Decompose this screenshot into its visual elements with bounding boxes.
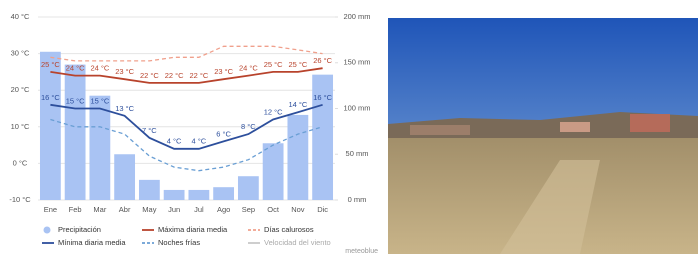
page: -10 °C 0 °C 10 °C 20 °C 30 °C 40 °C 0 mm 50 mm 1… xyxy=(0,0,698,254)
y-tick-label: 0 °C xyxy=(13,158,28,167)
data-label: 24 °C xyxy=(239,64,258,73)
y-tick-label: 40 °C xyxy=(11,12,30,21)
house xyxy=(560,122,590,132)
data-label: 25 °C xyxy=(288,60,307,69)
data-label: 24 °C xyxy=(90,64,109,73)
data-label: 6 °C xyxy=(216,129,231,138)
legend-marker xyxy=(44,227,51,234)
y2-tick-label: 150 mm xyxy=(343,58,370,67)
photo xyxy=(388,18,698,254)
y2-tick-label: 100 mm xyxy=(343,103,370,112)
data-label: 25 °C xyxy=(41,60,60,69)
bar xyxy=(65,65,86,200)
x-tick-label: Dic xyxy=(317,205,328,214)
x-tick-label: Sep xyxy=(242,205,255,214)
legend-label: Máxima diaria media xyxy=(158,225,228,234)
bar xyxy=(213,187,234,200)
data-label: 16 °C xyxy=(313,93,332,102)
house xyxy=(630,114,670,132)
x-tick-label: Ago xyxy=(217,205,230,214)
bar xyxy=(164,190,185,200)
data-label: 15 °C xyxy=(90,96,109,105)
data-label: 23 °C xyxy=(214,67,233,76)
data-label: 4 °C xyxy=(192,137,207,146)
legend-label: Noches frías xyxy=(158,238,200,247)
y2-tick-label: 0 mm xyxy=(348,195,367,204)
x-tick-label: Jun xyxy=(168,205,180,214)
houses xyxy=(410,125,470,135)
y2-tick-label: 50 mm xyxy=(346,149,369,158)
legend-label: Velocidad del viento xyxy=(264,238,331,247)
bar xyxy=(287,115,308,200)
data-label: 14 °C xyxy=(288,100,307,109)
bar xyxy=(238,176,259,200)
watermark: meteoblue xyxy=(345,248,378,254)
bar xyxy=(263,143,284,200)
data-label: 22 °C xyxy=(189,71,208,80)
legend-label: Días calurosos xyxy=(264,225,314,234)
x-tick-label: Jul xyxy=(194,205,204,214)
x-tick-label: Nov xyxy=(291,205,305,214)
data-label: 23 °C xyxy=(115,67,134,76)
bar xyxy=(139,180,160,200)
data-label: 16 °C xyxy=(41,93,60,102)
chart: -10 °C 0 °C 10 °C 20 °C 30 °C 40 °C 0 mm 50 mm 1… xyxy=(9,12,378,254)
x-tick-label: Feb xyxy=(69,205,82,214)
bar xyxy=(114,154,135,200)
y-tick-label: 20 °C xyxy=(11,85,30,94)
data-label: 4 °C xyxy=(167,137,182,146)
data-label: 24 °C xyxy=(66,64,85,73)
y-tick-label: -10 °C xyxy=(9,195,31,204)
x-tick-label: Mar xyxy=(93,205,106,214)
x-tick-label: Ene xyxy=(44,205,57,214)
data-label: 12 °C xyxy=(264,107,283,116)
data-label: 13 °C xyxy=(115,104,134,113)
data-label: 15 °C xyxy=(66,96,85,105)
x-tick-label: Abr xyxy=(119,205,131,214)
data-label: 8 °C xyxy=(241,122,256,131)
y2-tick-label: 200 mm xyxy=(343,12,370,21)
data-label: 22 °C xyxy=(140,71,159,80)
y-tick-label: 10 °C xyxy=(11,122,30,131)
x-tick-label: Oct xyxy=(267,205,280,214)
data-label: 22 °C xyxy=(165,71,184,80)
data-label: 25 °C xyxy=(264,60,283,69)
legend-label: Precipitación xyxy=(58,225,101,234)
data-label: 7 °C xyxy=(142,126,157,135)
legend-label: Mínima diaria media xyxy=(58,238,126,247)
data-label: 26 °C xyxy=(313,56,332,65)
bar xyxy=(188,190,209,200)
y-tick-label: 30 °C xyxy=(11,49,30,58)
bar xyxy=(40,52,61,200)
x-tick-label: May xyxy=(142,205,156,214)
